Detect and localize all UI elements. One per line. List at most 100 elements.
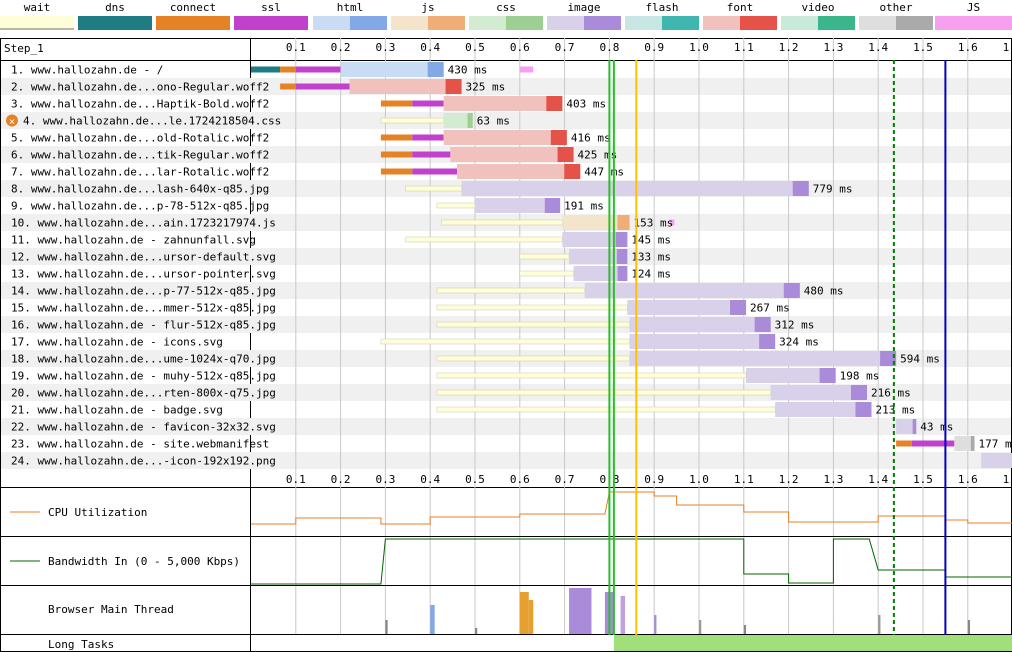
- request-label[interactable]: 5. www.hallozahn.de...old-Rotalic.woff2: [11, 132, 269, 145]
- request-label[interactable]: 22. www.hallozahn.de - favicon-32x32.svg: [11, 421, 276, 434]
- request-label[interactable]: 3. www.hallozahn.de...Haptik-Bold.woff2: [11, 98, 269, 111]
- main-thread-mark: [878, 615, 881, 634]
- request-label[interactable]: 11. www.hallozahn.de - zahnunfall.svg: [11, 234, 256, 247]
- legend-swatch: [78, 16, 152, 30]
- request-row[interactable]: 24. www.hallozahn.de...-icon-192x192.png…: [11, 453, 1012, 468]
- wait-bar: [405, 185, 462, 192]
- request-label[interactable]: 17. www.hallozahn.de - icons.svg: [11, 336, 223, 349]
- request-row[interactable]: 20. www.hallozahn.de...rten-800x-q75.jpg…: [11, 385, 911, 400]
- request-bar: [629, 334, 776, 349]
- request-row[interactable]: 8. www.hallozahn.de...lash-640x-q85.jpg 7…: [11, 181, 853, 196]
- ssl-bar: [412, 151, 451, 158]
- request-row[interactable]: 5. www.hallozahn.de...old-Rotalic.woff2 4…: [11, 130, 611, 145]
- request-row[interactable]: 14. www.hallozahn.de...p-77-512x-q85.jpg…: [11, 283, 844, 298]
- request-row[interactable]: ✕ 4. www.hallozahn.de...le.1724218504.css…: [6, 113, 510, 128]
- request-label[interactable]: 7. www.hallozahn.de...lar-Rotalic.woff2: [11, 166, 269, 179]
- request-time: 43 ms: [920, 421, 953, 434]
- connect-bar: [280, 66, 296, 73]
- download-bar: [970, 436, 975, 451]
- request-bar: [340, 62, 444, 77]
- download-bar: [467, 113, 473, 128]
- request-time: 133 ms: [631, 251, 671, 264]
- request-label[interactable]: 8. www.hallozahn.de...lash-640x-q85.jpg: [11, 183, 269, 196]
- download-bar: [855, 402, 872, 417]
- request-row[interactable]: 12. www.hallozahn.de...ursor-default.svg…: [11, 249, 671, 264]
- request-time: 480 ms: [804, 285, 844, 298]
- request-bar: [443, 113, 473, 128]
- request-label[interactable]: 2. www.hallozahn.de...ono-Regular.woff2: [11, 81, 269, 94]
- request-bar: [629, 351, 897, 366]
- long-task-bar: [613, 635, 1012, 651]
- tick-label-top: 1.1: [734, 41, 754, 54]
- legend-swatch: [625, 16, 699, 30]
- legend-item-font: font: [703, 0, 777, 34]
- ssl-bar: [412, 168, 458, 175]
- request-row[interactable]: 3. www.hallozahn.de...Haptik-Bold.woff2 4…: [11, 96, 606, 111]
- request-row[interactable]: 10. www.hallozahn.de...ain.1723217974.js…: [11, 215, 675, 230]
- legend-swatch: [781, 16, 855, 30]
- request-label[interactable]: 4. www.hallozahn.de...le.1724218504.css: [23, 115, 281, 128]
- request-bar: [584, 283, 800, 298]
- tick-label-top: 1.6: [958, 41, 978, 54]
- request-row[interactable]: 19. www.hallozahn.de - muhy-512x-q85.jpg…: [11, 368, 879, 383]
- request-row[interactable]: 7. www.hallozahn.de...lar-Rotalic.woff2 4…: [11, 164, 624, 179]
- ssl-bar: [295, 66, 341, 73]
- tick-label-bottom: 1.3: [823, 473, 843, 486]
- download-bar: [546, 96, 563, 111]
- request-label[interactable]: 10. www.hallozahn.de...ain.1723217974.js: [11, 217, 276, 230]
- tick-label-bottom: 0.6: [510, 473, 530, 486]
- request-label[interactable]: 24. www.hallozahn.de...-icon-192x192.png: [11, 455, 276, 468]
- download-bar: [880, 351, 897, 366]
- request-row[interactable]: 9. www.hallozahn.de...p-78-512x-q85.jpg 1…: [11, 198, 604, 213]
- row-stripe: [1, 78, 1011, 95]
- request-time: 145 ms: [631, 234, 671, 247]
- request-row[interactable]: 1. www.hallozahn.de - / 430 ms: [11, 62, 534, 77]
- request-label[interactable]: 9. www.hallozahn.de...p-78-512x-q85.jpg: [11, 200, 269, 213]
- request-time: 153 ms: [634, 217, 674, 230]
- request-label[interactable]: 23. www.hallozahn.de - site.webmanifest: [11, 438, 269, 451]
- legend-label: font: [726, 1, 754, 14]
- request-row[interactable]: 21. www.hallozahn.de - badge.svg 213 ms: [11, 402, 915, 417]
- request-label[interactable]: 12. www.hallozahn.de...ursor-default.svg: [11, 251, 276, 264]
- request-row[interactable]: 18. www.hallozahn.de...ume-1024x-q70.jpg…: [11, 351, 940, 366]
- request-time: 267 ms: [750, 302, 790, 315]
- request-label[interactable]: 16. www.hallozahn.de - flur-512x-q85.jpg: [11, 319, 276, 332]
- request-label[interactable]: 6. www.hallozahn.de...tik-Regular.woff2: [11, 149, 269, 162]
- legend-item-other: other: [859, 0, 933, 34]
- row-stripe: [1, 418, 1011, 435]
- request-bar: [562, 215, 630, 230]
- request-bar: [450, 147, 574, 162]
- request-label[interactable]: 18. www.hallozahn.de...ume-1024x-q70.jpg: [11, 353, 276, 366]
- wait-bar: [436, 355, 630, 362]
- main-thread-mark: [569, 588, 592, 634]
- request-row[interactable]: 23. www.hallozahn.de - site.webmanifest 1…: [11, 436, 1012, 451]
- request-label[interactable]: 13. www.hallozahn.de...ursor-pointer.svg: [11, 268, 276, 281]
- request-row[interactable]: 17. www.hallozahn.de - icons.svg 324 ms: [11, 334, 819, 349]
- request-label[interactable]: 14. www.hallozahn.de...p-77-512x-q85.jpg: [11, 285, 276, 298]
- step-label: Step_1: [4, 42, 44, 55]
- download-bar: [759, 334, 776, 349]
- request-row[interactable]: 16. www.hallozahn.de - flur-512x-q85.jpg…: [11, 317, 814, 332]
- tick-label-top: 1.4: [868, 41, 888, 54]
- request-label[interactable]: 1. www.hallozahn.de - /: [11, 64, 163, 77]
- request-bar: [629, 317, 771, 332]
- request-row[interactable]: 11. www.hallozahn.de - zahnunfall.svg 145…: [11, 232, 671, 247]
- tick-label-top: 1.5: [913, 41, 933, 54]
- main-thread-mark: [430, 605, 435, 634]
- download-bar: [544, 198, 561, 213]
- legend-label: other: [879, 1, 913, 14]
- request-row[interactable]: 6. www.hallozahn.de...tik-Regular.woff2 4…: [11, 147, 617, 162]
- tick-label-top: 0.3: [375, 41, 395, 54]
- request-time: 403 ms: [566, 98, 606, 111]
- request-label[interactable]: 19. www.hallozahn.de - muhy-512x-q85.jpg: [11, 370, 276, 383]
- request-label[interactable]: 20. www.hallozahn.de...rten-800x-q75.jpg: [11, 387, 276, 400]
- download-bar: [730, 300, 747, 315]
- legend-label: image: [567, 1, 601, 14]
- request-row[interactable]: 15. www.hallozahn.de...mmer-512x-q85.jpg…: [11, 300, 790, 315]
- request-label[interactable]: 21. www.hallozahn.de - badge.svg: [11, 404, 223, 417]
- request-label[interactable]: 15. www.hallozahn.de...mmer-512x-q85.jpg: [11, 302, 276, 315]
- legend-item-video: video: [781, 0, 855, 34]
- row-stripe: [1, 452, 1011, 469]
- error-icon: [6, 114, 18, 127]
- request-row[interactable]: 2. www.hallozahn.de...ono-Regular.woff2 3…: [11, 79, 505, 94]
